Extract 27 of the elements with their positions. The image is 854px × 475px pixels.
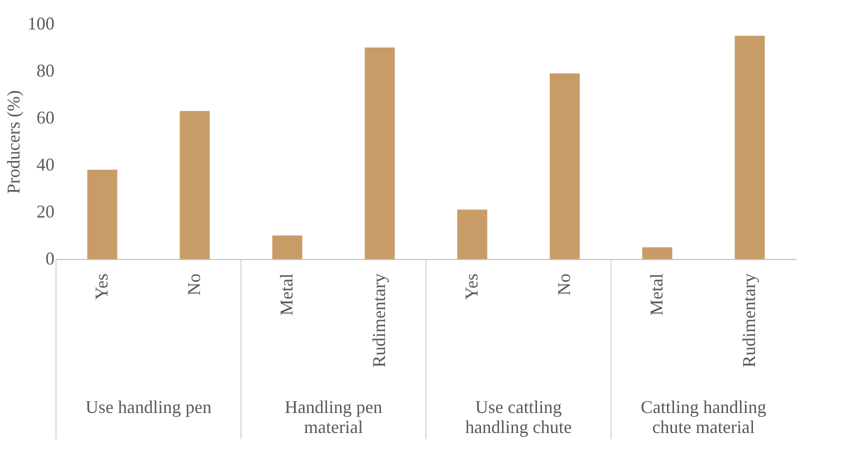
x-tick-label: No: [184, 274, 204, 296]
bar: [272, 236, 302, 259]
x-tick-label: Metal: [276, 274, 296, 316]
bar: [364, 48, 395, 259]
text: Use handling pen: [86, 397, 212, 417]
y-tick-label: 40: [36, 154, 54, 174]
text: Cattling handling chute material: [640, 397, 766, 437]
bar: [180, 110, 210, 259]
bar: [734, 36, 765, 259]
y-axis-title: Producers (%): [4, 90, 24, 194]
y-tick-label: 100: [28, 14, 54, 34]
y-tick-label: 0: [46, 248, 54, 268]
x-tick-label: Metal: [646, 274, 666, 316]
bar: [550, 73, 580, 259]
text: Use cattling handling chute: [465, 397, 572, 437]
bar: [457, 210, 488, 259]
y-tick-label: 60: [36, 108, 54, 128]
bar: [642, 247, 672, 259]
bar: [87, 170, 118, 259]
x-tick-label: Yes: [91, 274, 112, 300]
y-tick-label: 20: [36, 202, 54, 222]
x-tick-label: No: [554, 274, 574, 296]
text: Handling pen material: [284, 397, 382, 437]
x-tick-label: Rudimentary: [738, 274, 759, 368]
x-tick-label: Rudimentary: [368, 274, 389, 368]
x-tick-label: Yes: [461, 274, 482, 300]
y-tick-label: 80: [36, 60, 54, 80]
